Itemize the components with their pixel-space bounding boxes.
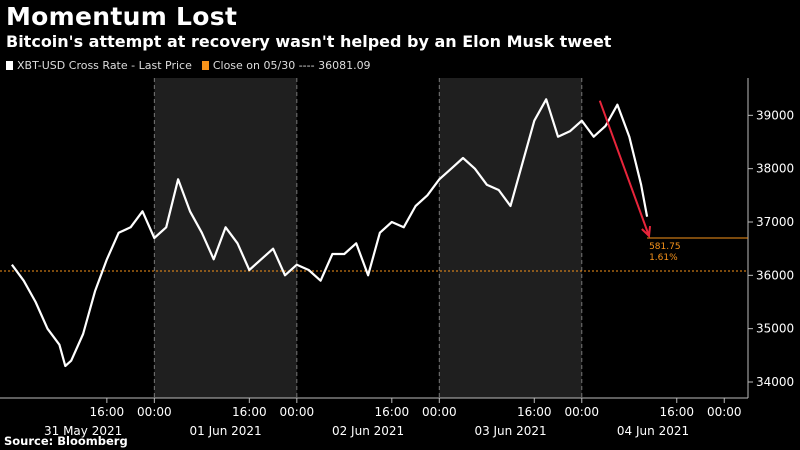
legend-close-label: Close on 05/30 ---- 36081.09: [212, 59, 371, 72]
x-tick-label: 16:00: [232, 405, 267, 419]
x-date-label: 02 Jun 2021: [332, 424, 404, 438]
price-series-line: [11, 98, 649, 368]
y-tick-label: 35000: [756, 322, 794, 336]
legend: XBT-USD Cross Rate - Last Price Close on…: [6, 59, 371, 72]
last-price-label: 581.75: [649, 242, 681, 252]
x-tick-label: 16:00: [90, 405, 125, 419]
x-tick-label: 16:00: [517, 405, 552, 419]
chart-subtitle: Bitcoin's attempt at recovery wasn't hel…: [6, 32, 612, 51]
shaded-day-band: [154, 78, 297, 398]
legend-series-swatch: [6, 61, 13, 70]
y-tick-label: 34000: [756, 375, 794, 389]
x-tick-label: 16:00: [375, 405, 410, 419]
annotation-arrow-head: [641, 225, 652, 239]
last-pct-label: 1.61%: [649, 253, 678, 263]
legend-close-swatch: [201, 61, 209, 70]
legend-series-label: XBT-USD Cross Rate - Last Price: [17, 59, 192, 72]
x-date-label: 03 Jun 2021: [474, 424, 546, 438]
x-tick-label: 00:00: [280, 405, 315, 419]
x-date-label: 04 Jun 2021: [617, 424, 689, 438]
x-tick-label: 00:00: [422, 405, 457, 419]
chart-title: Momentum Lost: [6, 2, 238, 31]
x-tick-label: 16:00: [659, 405, 694, 419]
x-tick-label: 00:00: [707, 405, 742, 419]
shaded-day-band: [439, 78, 582, 398]
y-tick-label: 36000: [756, 268, 794, 282]
x-date-label: 31 May 2021: [44, 424, 122, 438]
x-tick-label: 00:00: [137, 405, 172, 419]
x-tick-label: 00:00: [564, 405, 599, 419]
annotation-arrow-line: [598, 100, 650, 237]
x-date-label: 01 Jun 2021: [189, 424, 261, 438]
y-tick-label: 37000: [756, 215, 794, 229]
source-note: Source: Bloomberg: [4, 434, 128, 448]
y-tick-label: 38000: [756, 162, 794, 176]
y-tick-label: 39000: [756, 108, 794, 122]
